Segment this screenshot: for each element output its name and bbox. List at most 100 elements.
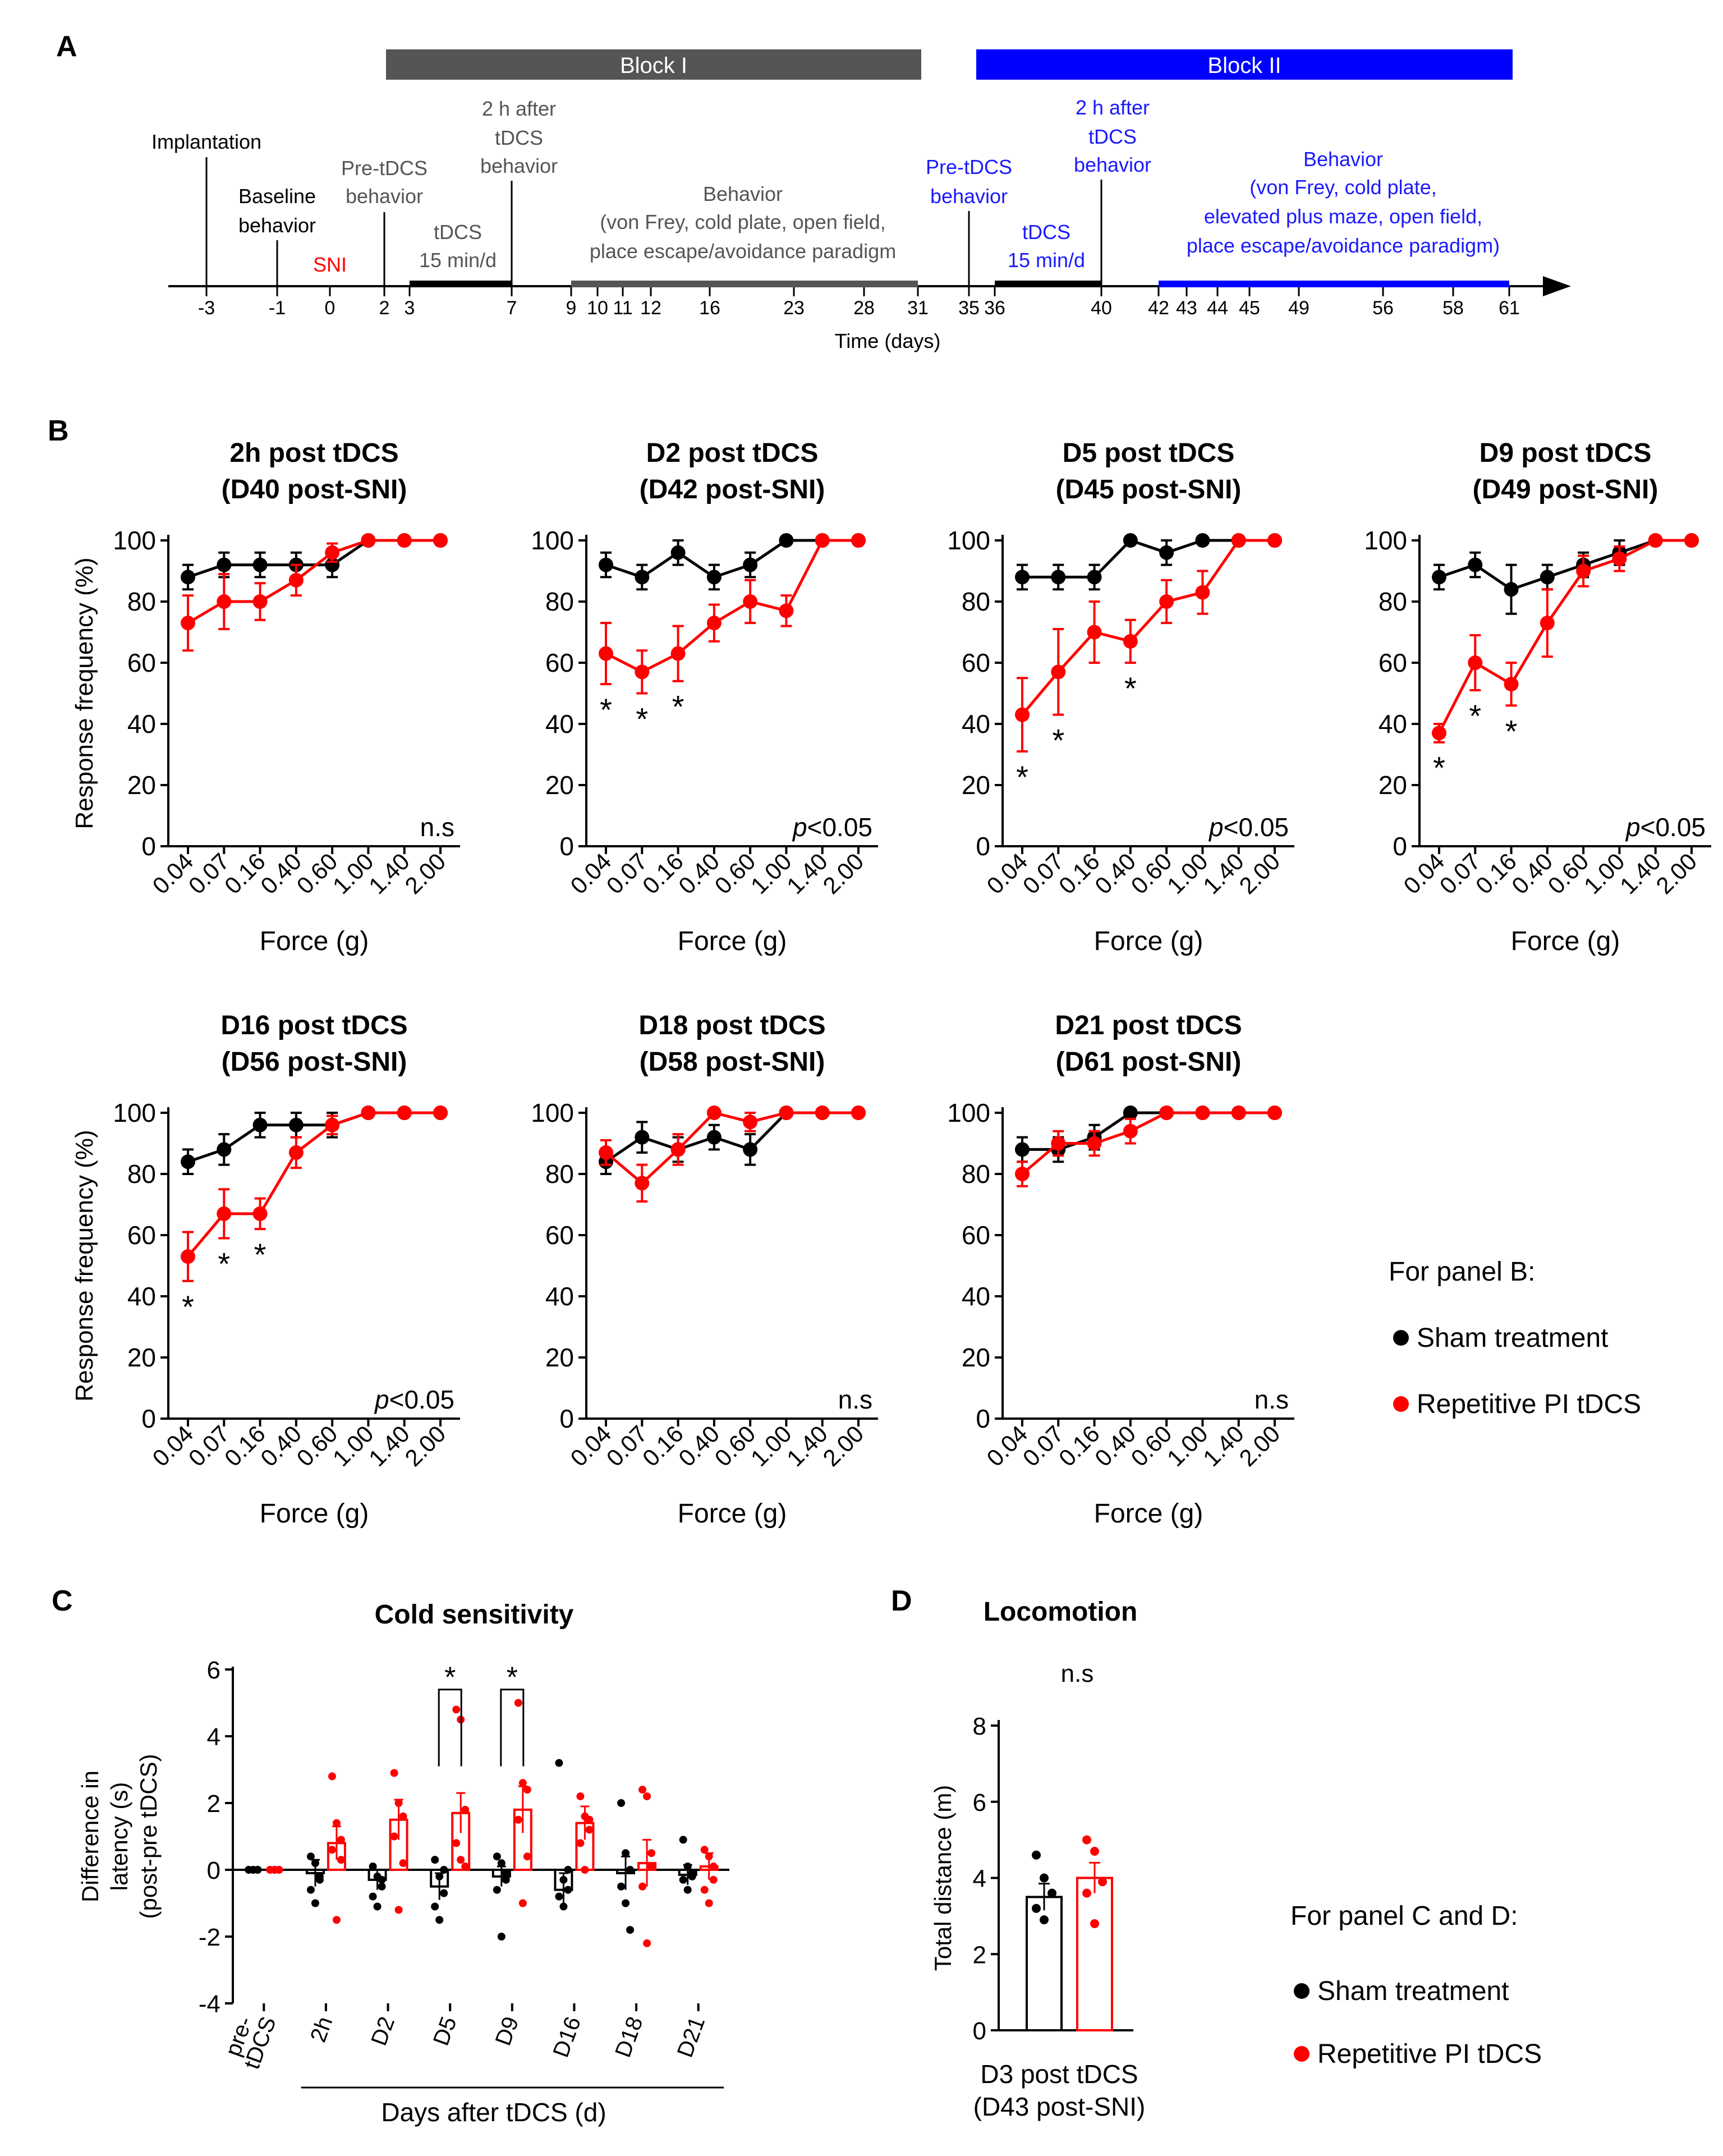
y-tick-label: 0 xyxy=(559,1404,574,1433)
x-tick-label: 2.00 xyxy=(1651,848,1702,899)
scatter-point-sham xyxy=(683,1863,692,1871)
y-tick-label: 0 xyxy=(559,832,574,861)
event-tdcs1-1: tDCS xyxy=(434,221,482,244)
scatter-point-sham xyxy=(679,1875,687,1884)
scatter-point-tdcs xyxy=(461,1805,470,1814)
data-point-sham xyxy=(1432,570,1446,585)
scatter-point-tdcs xyxy=(638,1882,647,1891)
y-tick-label: 80 xyxy=(127,1159,156,1189)
block-i-label: Block I xyxy=(620,53,687,78)
behavior2-segment xyxy=(1159,281,1509,287)
data-point-tdcs xyxy=(1123,1123,1138,1139)
y-tick-label: 40 xyxy=(127,709,156,738)
scatter-point-tdcs xyxy=(337,1836,345,1844)
timeline-tick-label-3: 3 xyxy=(405,297,415,319)
scatter-point-tdcs xyxy=(647,1849,656,1857)
scatter-point-sham xyxy=(502,1875,510,1884)
timeline-tick-label-0: 0 xyxy=(325,297,336,319)
event-sni: SNI xyxy=(313,253,347,276)
significance-star: * xyxy=(672,689,684,724)
y-tick-label: 80 xyxy=(962,1159,990,1189)
y-tick-label: 8 xyxy=(973,1713,986,1740)
scatter-point-sham xyxy=(559,1902,568,1911)
event-tdcs2-2: 15 min/d xyxy=(1008,249,1085,272)
y-tick-label: 0 xyxy=(207,1857,220,1884)
y-axis-label: (post-pre tDCS) xyxy=(135,1754,162,1919)
y-axis-label: latency (s) xyxy=(106,1782,132,1891)
y-tick-label: 60 xyxy=(545,648,574,677)
data-point-tdcs xyxy=(743,594,758,609)
scatter-point-sham xyxy=(502,1869,510,1877)
data-point-tdcs xyxy=(1087,625,1102,640)
scatter-point-sham xyxy=(626,1866,635,1874)
y-axis-label: Response frequency (%) xyxy=(71,1130,98,1401)
scatter-point-sham xyxy=(1047,1888,1056,1898)
data-point-tdcs xyxy=(1195,1105,1210,1120)
timeline-tick-label-12: 12 xyxy=(640,297,661,319)
data-point-tdcs xyxy=(1159,594,1174,609)
x-axis-label: D3 post tDCS xyxy=(980,2059,1138,2089)
significance-star: * xyxy=(1433,750,1445,786)
data-point-tdcs xyxy=(779,1105,794,1120)
y-tick-label: 20 xyxy=(127,1343,156,1372)
y-tick-label: 40 xyxy=(962,709,990,738)
data-point-tdcs xyxy=(815,1105,830,1120)
legend-b: For panel B: Sham treatment Repetitive P… xyxy=(1389,1257,1641,1419)
x-tick-label: D16 xyxy=(548,2013,585,2061)
block-i-bar: Block I xyxy=(386,49,921,80)
data-point-tdcs xyxy=(1267,1105,1282,1120)
legend-cd-title: For panel C and D: xyxy=(1290,1901,1518,1931)
annotation-value: <0.05 xyxy=(1224,813,1289,842)
scatter-point-sham xyxy=(497,1859,506,1868)
data-point-tdcs xyxy=(743,1114,758,1130)
timeline-tick-label-10: 10 xyxy=(587,297,608,319)
data-point-tdcs xyxy=(1504,677,1519,692)
x-axis-label: Force (g) xyxy=(260,1499,369,1529)
scatter-point-sham xyxy=(688,1872,696,1880)
scatter-point-sham xyxy=(626,1926,635,1934)
y-tick-label: 0 xyxy=(973,2017,986,2045)
legend-cd-tdcs-marker xyxy=(1294,2046,1310,2062)
scatter-point-sham xyxy=(617,1882,626,1891)
x-tick-label: 2.00 xyxy=(1234,1420,1285,1471)
data-point-tdcs xyxy=(706,616,722,631)
timeline-tick-label-49: 49 xyxy=(1288,297,1310,319)
data-point-sham xyxy=(1123,533,1138,548)
y-tick-label: 100 xyxy=(1364,526,1407,555)
event-beh2-3: elevated plus maze, open field, xyxy=(1204,205,1482,228)
y-axis-label: Response frequency (%) xyxy=(71,557,98,829)
y-tick-label: 40 xyxy=(127,1282,156,1311)
x-tick-label: D18 xyxy=(610,2013,647,2061)
scatter-point-sham xyxy=(369,1863,377,1871)
chart-title: D2 post tDCS xyxy=(646,438,819,468)
chart-b5: D16 post tDCS(D56 post-SNI)0204060801000… xyxy=(71,1011,460,1529)
scatter-point-sham xyxy=(315,1872,324,1880)
data-point-sham xyxy=(252,1117,268,1132)
timeline-tick-label-56: 56 xyxy=(1372,297,1394,319)
panel-label-c: C xyxy=(52,1585,73,1617)
block-i-rect xyxy=(386,49,921,80)
y-tick-label: 100 xyxy=(531,1098,574,1127)
data-point-tdcs xyxy=(1267,533,1282,548)
scatter-point-sham xyxy=(306,1852,315,1861)
y-tick-label: 60 xyxy=(962,1221,990,1250)
data-point-tdcs xyxy=(1015,1167,1030,1181)
significance-star: * xyxy=(600,692,612,727)
y-tick-label: 20 xyxy=(1379,770,1407,800)
timeline-tick-label-9: 9 xyxy=(566,297,577,319)
scatter-point-sham xyxy=(431,1856,439,1864)
scatter-point-sham xyxy=(306,1886,315,1894)
data-point-sham xyxy=(181,1154,195,1169)
legend-b-tdcs-marker xyxy=(1393,1396,1409,1412)
annotation-value: <0.05 xyxy=(389,1385,454,1414)
scatter-point-sham xyxy=(493,1886,501,1894)
behavior1-segment xyxy=(571,281,918,287)
data-point-sham xyxy=(1540,570,1555,585)
event-after2-3: behavior xyxy=(1074,153,1151,176)
data-point-tdcs xyxy=(1159,1105,1174,1120)
y-tick-label: 40 xyxy=(962,1282,990,1311)
scatter-point-tdcs xyxy=(390,1832,398,1841)
scatter-point-tdcs xyxy=(1098,1877,1107,1887)
timeline-tick-label--1: -1 xyxy=(269,297,286,319)
